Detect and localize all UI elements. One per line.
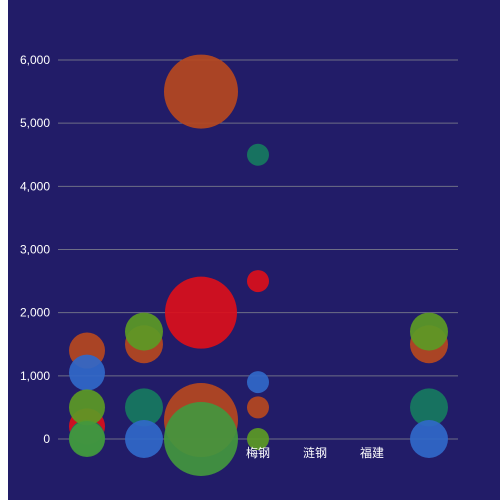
bubble-point[interactable]	[164, 402, 238, 476]
y-tick-label: 4,000	[20, 179, 50, 193]
bubble-chart: 0 1,000 2,000 3,000 4,000 5,000 6,000 梅钢 涟钢 福建	[20, 53, 458, 476]
axis-labels: 0 1,000 2,000 3,000 4,000 5,000 6,000 梅钢 涟钢 福建	[20, 53, 384, 460]
y-tick-label: 3,000	[20, 242, 50, 256]
y-tick-label: 2,000	[20, 306, 50, 320]
y-tick-label: 0	[43, 432, 50, 446]
bubble-point[interactable]	[247, 396, 269, 419]
bubble-point[interactable]	[164, 54, 238, 129]
bubble-point[interactable]	[69, 389, 105, 426]
grid-lines	[58, 59, 458, 440]
bubbles	[69, 54, 448, 476]
bubble-point[interactable]	[247, 270, 269, 293]
bubble-point[interactable]	[69, 354, 105, 391]
x-tick-label: 福建	[360, 445, 384, 460]
x-tick-label: 梅钢	[246, 445, 270, 460]
chart-background: 0 1,000 2,000 3,000 4,000 5,000 6,000 梅钢 涟钢 福建	[8, 0, 500, 500]
y-tick-label: 1,000	[20, 369, 50, 383]
bubble-point[interactable]	[165, 276, 237, 349]
bubble-point[interactable]	[247, 428, 269, 450]
bubble-point[interactable]	[125, 388, 163, 427]
bubble-point[interactable]	[410, 312, 448, 351]
x-tick-label: 涟钢	[303, 445, 327, 460]
bubble-point[interactable]	[247, 143, 269, 166]
y-tick-label: 6,000	[20, 53, 50, 67]
bubble-point[interactable]	[69, 421, 105, 457]
bubble-point[interactable]	[125, 312, 163, 351]
bubble-point[interactable]	[125, 420, 163, 458]
bubble-point[interactable]	[247, 371, 269, 394]
bubble-point[interactable]	[410, 388, 448, 427]
y-tick-label: 5,000	[20, 116, 50, 130]
bubble-point[interactable]	[410, 420, 448, 458]
